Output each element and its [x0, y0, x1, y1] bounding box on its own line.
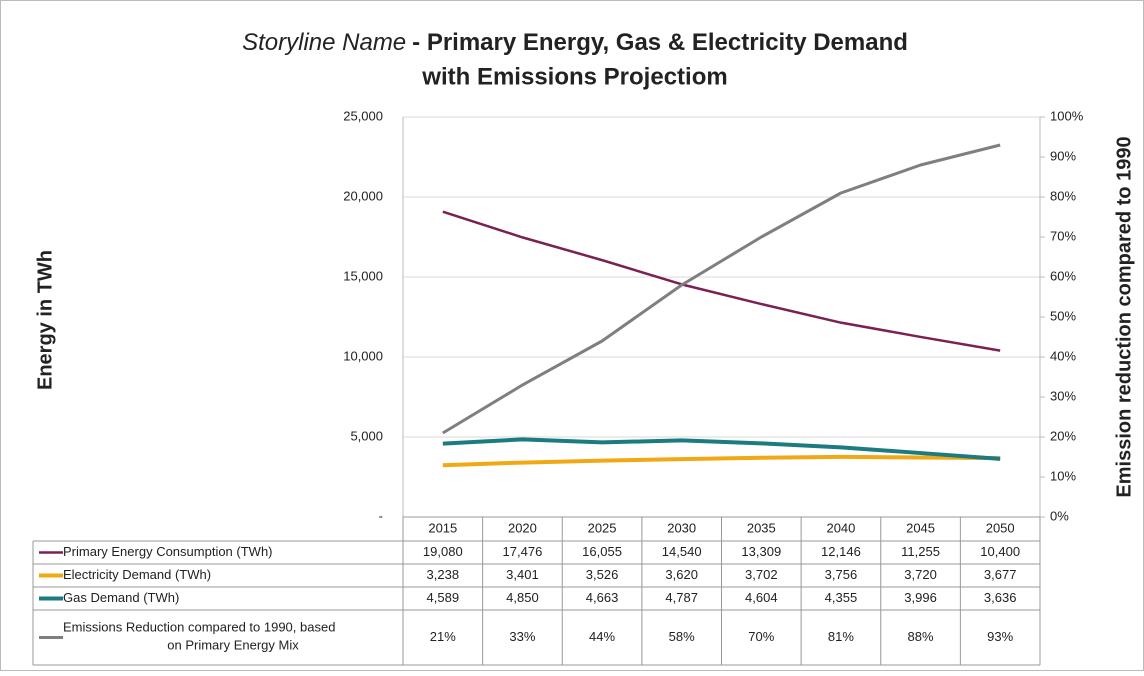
legend-label: Primary Energy Consumption (TWh): [63, 544, 273, 559]
x-tick-label: 2015: [428, 520, 457, 535]
y2-tick-label: 0%: [1050, 508, 1069, 523]
table-value: 3,526: [586, 567, 619, 582]
y2-tick-label: 80%: [1050, 188, 1076, 203]
table-value: 17,476: [503, 544, 543, 559]
y2-tick-label: 40%: [1050, 348, 1076, 363]
chart-title: with Emissions Projectiom: [421, 63, 727, 90]
x-tick-label: 2030: [667, 520, 696, 535]
table-value: 58%: [669, 629, 695, 644]
x-tick-label: 2045: [906, 520, 935, 535]
series-line: [442, 143, 1001, 435]
y2-tick-label: 90%: [1050, 148, 1076, 163]
legend-label-line: on Primary Energy Mix: [167, 638, 299, 653]
table-value: 3,238: [427, 567, 460, 582]
table-value: 3,677: [984, 567, 1017, 582]
table-value: 4,604: [745, 590, 778, 605]
y-tick-label: 25,000: [343, 108, 383, 123]
x-tick-label: 2040: [826, 520, 855, 535]
table-value: 33%: [509, 629, 535, 644]
table-value: 19,080: [423, 544, 463, 559]
table-value: 14,540: [662, 544, 702, 559]
table-value: 3,620: [665, 567, 698, 582]
table-value: 4,355: [825, 590, 858, 605]
table-value: 21%: [430, 629, 456, 644]
table-value: 3,720: [904, 567, 937, 582]
legend-label-line: Emissions Reduction compared to 1990, ba…: [63, 620, 335, 635]
title-italic: Storyline Name: [242, 29, 406, 56]
title-bold: - Primary Energy, Gas & Electricity Dema…: [412, 29, 908, 56]
table-value: 11,255: [901, 544, 940, 559]
table-value: 4,787: [665, 590, 698, 605]
legend-label: Emissions Reduction compared to 1990, ba…: [63, 620, 335, 653]
table-value: 3,702: [745, 567, 778, 582]
table-value: 3,401: [506, 567, 539, 582]
table-value: 13,309: [741, 544, 781, 559]
legend-label: Gas Demand (TWh): [63, 590, 179, 605]
y-tick-label: 15,000: [343, 268, 383, 283]
y-tick-label: -: [379, 508, 383, 523]
table-value: 3,756: [825, 567, 858, 582]
table-value: 44%: [589, 629, 615, 644]
table-value: 4,589: [427, 590, 460, 605]
x-tick-label: 2035: [747, 520, 776, 535]
table-value: 3,996: [904, 590, 937, 605]
y2-axis-label: Emission reduction compared to 1990: [1113, 136, 1135, 497]
y-tick-label: 10,000: [343, 348, 383, 363]
table-value: 16,055: [582, 544, 622, 559]
y-axis-label: Energy in TWh: [34, 250, 56, 390]
y2-tick-label: 20%: [1050, 428, 1076, 443]
y2-tick-label: 30%: [1050, 388, 1076, 403]
y2-tick-label: 50%: [1050, 308, 1076, 323]
table-value: 4,663: [586, 590, 619, 605]
y-tick-label: 20,000: [343, 188, 383, 203]
legend-label: Electricity Demand (TWh): [63, 567, 211, 582]
y-tick-label: 5,000: [350, 428, 383, 443]
y2-tick-label: 10%: [1050, 468, 1076, 483]
y2-tick-label: 60%: [1050, 268, 1076, 283]
table-value: 12,146: [821, 544, 861, 559]
series-line: [442, 210, 1001, 352]
table-value: 81%: [828, 629, 854, 644]
table-value: 3,636: [984, 590, 1017, 605]
chart-title: Storyline Name - Primary Energy, Gas & El…: [242, 29, 908, 56]
table-value: 93%: [987, 629, 1013, 644]
table-value: 10,400: [980, 544, 1020, 559]
y2-tick-label: 70%: [1050, 228, 1076, 243]
x-tick-label: 2050: [986, 520, 1015, 535]
table-value: 70%: [748, 629, 774, 644]
table-value: 4,850: [506, 590, 539, 605]
x-tick-label: 2020: [508, 520, 537, 535]
x-tick-label: 2025: [588, 520, 617, 535]
table-value: 88%: [908, 629, 934, 644]
series-line: [442, 437, 1001, 461]
series-line: [442, 454, 1001, 468]
y2-tick-label: 100%: [1050, 108, 1084, 123]
